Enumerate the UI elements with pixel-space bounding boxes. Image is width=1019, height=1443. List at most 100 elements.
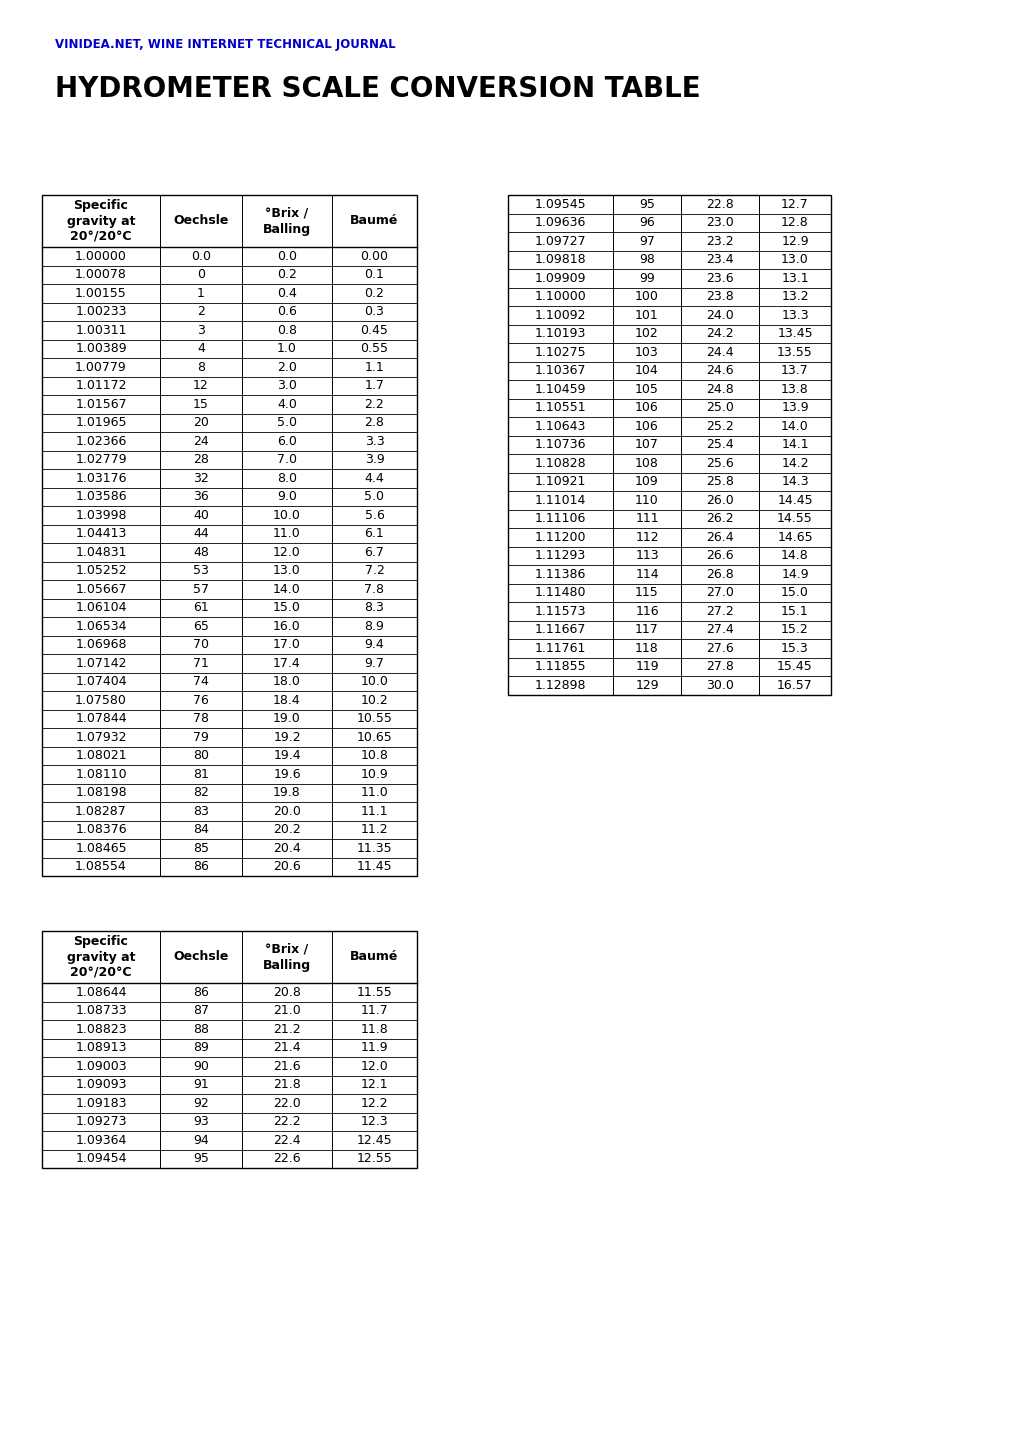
Text: 1.08376: 1.08376 bbox=[75, 824, 126, 837]
Text: 1.09003: 1.09003 bbox=[75, 1059, 126, 1072]
Text: 12.0: 12.0 bbox=[273, 545, 301, 558]
Text: 71: 71 bbox=[193, 657, 209, 670]
Text: 95: 95 bbox=[193, 1153, 209, 1166]
Text: 1.10828: 1.10828 bbox=[534, 457, 586, 470]
Text: °Brix /
Balling: °Brix / Balling bbox=[263, 942, 311, 971]
Text: 25.8: 25.8 bbox=[705, 475, 734, 488]
Text: 1.11200: 1.11200 bbox=[534, 531, 586, 544]
Text: 1.00779: 1.00779 bbox=[75, 361, 126, 374]
Text: 7.0: 7.0 bbox=[277, 453, 297, 466]
Text: 14.0: 14.0 bbox=[781, 420, 808, 433]
Text: 2.0: 2.0 bbox=[277, 361, 297, 374]
Text: 27.2: 27.2 bbox=[705, 605, 733, 618]
Text: 0.1: 0.1 bbox=[364, 268, 384, 281]
Text: 81: 81 bbox=[193, 768, 209, 781]
Text: 1.09818: 1.09818 bbox=[534, 254, 586, 267]
Text: 1.11014: 1.11014 bbox=[534, 494, 586, 506]
Text: 1.08913: 1.08913 bbox=[75, 1042, 126, 1055]
Text: 15: 15 bbox=[193, 398, 209, 411]
Text: 1.01965: 1.01965 bbox=[75, 416, 126, 429]
Text: 12.7: 12.7 bbox=[781, 198, 808, 211]
Text: 1.09364: 1.09364 bbox=[75, 1134, 126, 1147]
Text: 10.55: 10.55 bbox=[357, 713, 392, 726]
Bar bbox=[42, 195, 417, 876]
Text: 14.65: 14.65 bbox=[776, 531, 812, 544]
Text: 105: 105 bbox=[635, 382, 658, 395]
Text: 21.2: 21.2 bbox=[273, 1023, 301, 1036]
Text: 11.0: 11.0 bbox=[273, 527, 301, 540]
Text: 1.11855: 1.11855 bbox=[534, 661, 586, 674]
Text: 107: 107 bbox=[635, 439, 658, 452]
Text: 18.4: 18.4 bbox=[273, 694, 301, 707]
Text: 24.0: 24.0 bbox=[705, 309, 733, 322]
Text: 90: 90 bbox=[193, 1059, 209, 1072]
Text: 17.0: 17.0 bbox=[273, 638, 301, 651]
Text: 13.45: 13.45 bbox=[776, 328, 812, 341]
Text: 8.9: 8.9 bbox=[364, 619, 384, 632]
Text: 83: 83 bbox=[193, 805, 209, 818]
Text: 26.2: 26.2 bbox=[705, 512, 733, 525]
Text: 11.1: 11.1 bbox=[361, 805, 388, 818]
Text: 27.6: 27.6 bbox=[705, 642, 733, 655]
Text: 1.7: 1.7 bbox=[364, 380, 384, 392]
Text: 0.0: 0.0 bbox=[191, 250, 211, 263]
Text: 115: 115 bbox=[635, 586, 658, 599]
Text: 5.0: 5.0 bbox=[277, 416, 297, 429]
Text: 1.12898: 1.12898 bbox=[534, 678, 586, 691]
Text: 0.2: 0.2 bbox=[277, 268, 297, 281]
Text: 36: 36 bbox=[193, 491, 209, 504]
Text: 91: 91 bbox=[193, 1078, 209, 1091]
Text: 15.0: 15.0 bbox=[781, 586, 808, 599]
Bar bbox=[42, 931, 417, 1167]
Text: 1.10921: 1.10921 bbox=[534, 475, 586, 488]
Text: 88: 88 bbox=[193, 1023, 209, 1036]
Text: 25.4: 25.4 bbox=[705, 439, 733, 452]
Text: 98: 98 bbox=[639, 254, 654, 267]
Text: 13.7: 13.7 bbox=[781, 364, 808, 377]
Text: 14.9: 14.9 bbox=[781, 567, 808, 580]
Text: 32: 32 bbox=[193, 472, 209, 485]
Text: 0.45: 0.45 bbox=[360, 323, 388, 336]
Text: 26.6: 26.6 bbox=[705, 550, 733, 563]
Text: 1.09183: 1.09183 bbox=[75, 1097, 126, 1110]
Text: Baumé: Baumé bbox=[350, 951, 398, 964]
Text: 1.10092: 1.10092 bbox=[534, 309, 586, 322]
Text: 1.00155: 1.00155 bbox=[75, 287, 126, 300]
Text: 15.2: 15.2 bbox=[781, 623, 808, 636]
Text: 6.7: 6.7 bbox=[364, 545, 384, 558]
Bar bbox=[507, 195, 830, 694]
Text: 106: 106 bbox=[635, 401, 658, 414]
Text: 13.9: 13.9 bbox=[781, 401, 808, 414]
Text: 1.03176: 1.03176 bbox=[75, 472, 126, 485]
Text: 1.01172: 1.01172 bbox=[75, 380, 126, 392]
Text: 86: 86 bbox=[193, 860, 209, 873]
Text: 1.02779: 1.02779 bbox=[75, 453, 126, 466]
Text: 74: 74 bbox=[193, 675, 209, 688]
Text: 1.10000: 1.10000 bbox=[534, 290, 586, 303]
Text: 1.05667: 1.05667 bbox=[75, 583, 126, 596]
Text: 24.2: 24.2 bbox=[705, 328, 733, 341]
Text: 85: 85 bbox=[193, 841, 209, 854]
Text: 13.1: 13.1 bbox=[781, 271, 808, 284]
Text: 14.45: 14.45 bbox=[776, 494, 812, 506]
Text: 40: 40 bbox=[193, 509, 209, 522]
Text: 103: 103 bbox=[635, 346, 658, 359]
Text: 22.2: 22.2 bbox=[273, 1115, 301, 1128]
Text: Specific
gravity at
20°/20°C: Specific gravity at 20°/20°C bbox=[66, 935, 136, 980]
Text: 25.2: 25.2 bbox=[705, 420, 733, 433]
Text: 1.00000: 1.00000 bbox=[75, 250, 126, 263]
Text: 70: 70 bbox=[193, 638, 209, 651]
Text: 1.01567: 1.01567 bbox=[75, 398, 126, 411]
Text: 1.11667: 1.11667 bbox=[534, 623, 586, 636]
Text: 7.2: 7.2 bbox=[364, 564, 384, 577]
Text: Specific
gravity at
20°/20°C: Specific gravity at 20°/20°C bbox=[66, 199, 136, 244]
Text: 13.2: 13.2 bbox=[781, 290, 808, 303]
Text: 5.6: 5.6 bbox=[364, 509, 384, 522]
Text: 129: 129 bbox=[635, 678, 658, 691]
Text: 12.3: 12.3 bbox=[361, 1115, 388, 1128]
Text: 1.07142: 1.07142 bbox=[75, 657, 126, 670]
Text: 25.0: 25.0 bbox=[705, 401, 734, 414]
Text: 21.0: 21.0 bbox=[273, 1004, 301, 1017]
Text: 65: 65 bbox=[193, 619, 209, 632]
Text: 1.09909: 1.09909 bbox=[534, 271, 586, 284]
